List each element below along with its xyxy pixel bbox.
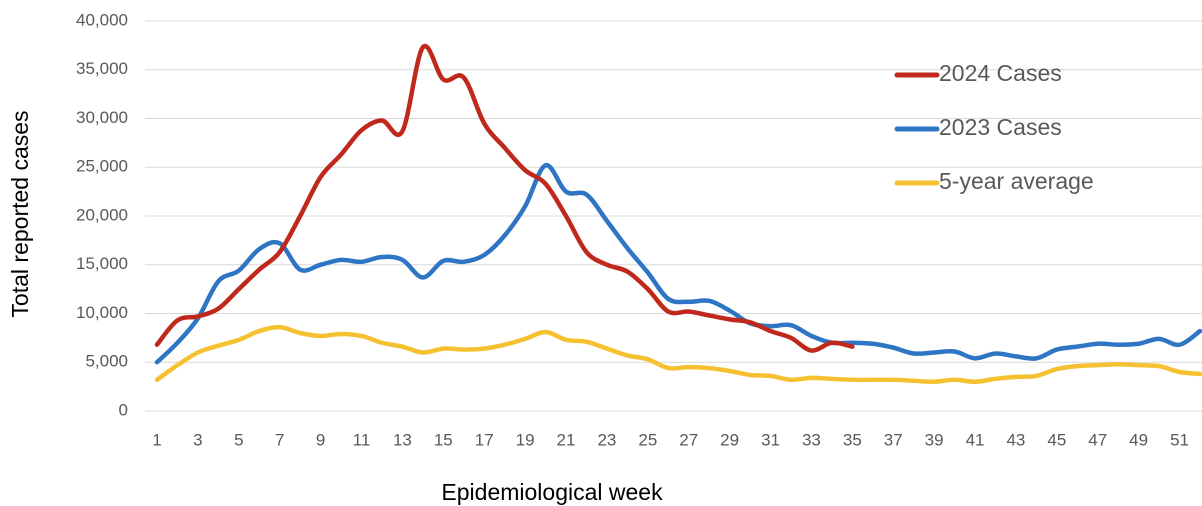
y-tick-label: 10,000 (76, 303, 128, 322)
x-tick-label: 13 (393, 430, 412, 449)
x-tick-label: 39 (925, 430, 944, 449)
x-tick-label: 19 (516, 430, 535, 449)
line-layer (154, 43, 1202, 385)
y-tick-label: 15,000 (76, 254, 128, 273)
x-tick-label: 15 (434, 430, 453, 449)
series-line (154, 43, 855, 353)
legend-label: 5-year average (939, 168, 1094, 194)
x-tick-label: 35 (843, 430, 862, 449)
x-tick-label: 43 (1006, 430, 1025, 449)
x-tick-label: 1 (152, 430, 161, 449)
y-axis-title: Total reported cases (7, 110, 33, 317)
x-tick-label: 29 (720, 430, 739, 449)
x-tick-label: 37 (884, 430, 903, 449)
x-tick-label: 3 (193, 430, 202, 449)
x-tick-label: 7 (275, 430, 284, 449)
x-tick-label: 9 (316, 430, 325, 449)
y-tick-label: 0 (119, 400, 128, 419)
x-tick-label: 33 (802, 430, 821, 449)
legend-label: 2023 Cases (939, 114, 1062, 140)
x-tick-label: 31 (761, 430, 780, 449)
x-tick-label: 25 (638, 430, 657, 449)
x-tick-label: 45 (1047, 430, 1066, 449)
x-tick-label: 51 (1170, 430, 1189, 449)
y-tick-label: 30,000 (76, 108, 128, 127)
legend: 2024 Cases 2023 Cases 5-year average (894, 60, 1094, 194)
x-tick-label: 21 (557, 430, 576, 449)
y-tick-label: 25,000 (76, 157, 128, 176)
y-tick-label: 5,000 (85, 352, 128, 371)
x-axis-title: Epidemiological week (441, 479, 663, 505)
legend-label: 2024 Cases (939, 60, 1062, 86)
x-tick-label: 17 (475, 430, 494, 449)
x-tick-label: 5 (234, 430, 243, 449)
x-tick-label: 41 (966, 430, 985, 449)
y-tick-label: 20,000 (76, 205, 128, 224)
x-tick-label: 23 (597, 430, 616, 449)
y-tick-label: 40,000 (76, 10, 128, 29)
x-tick-label: 47 (1088, 430, 1107, 449)
series-line (154, 324, 1202, 385)
x-tick-label: 49 (1129, 430, 1148, 449)
series-line (154, 163, 1202, 365)
y-tick-label: 35,000 (76, 59, 128, 78)
grid-layer: 0 5,000 10,000 15,000 20,000 25,000 30,000 35,0… (76, 10, 1202, 449)
x-tick-label: 27 (679, 430, 698, 449)
x-tick-label: 11 (353, 430, 371, 449)
